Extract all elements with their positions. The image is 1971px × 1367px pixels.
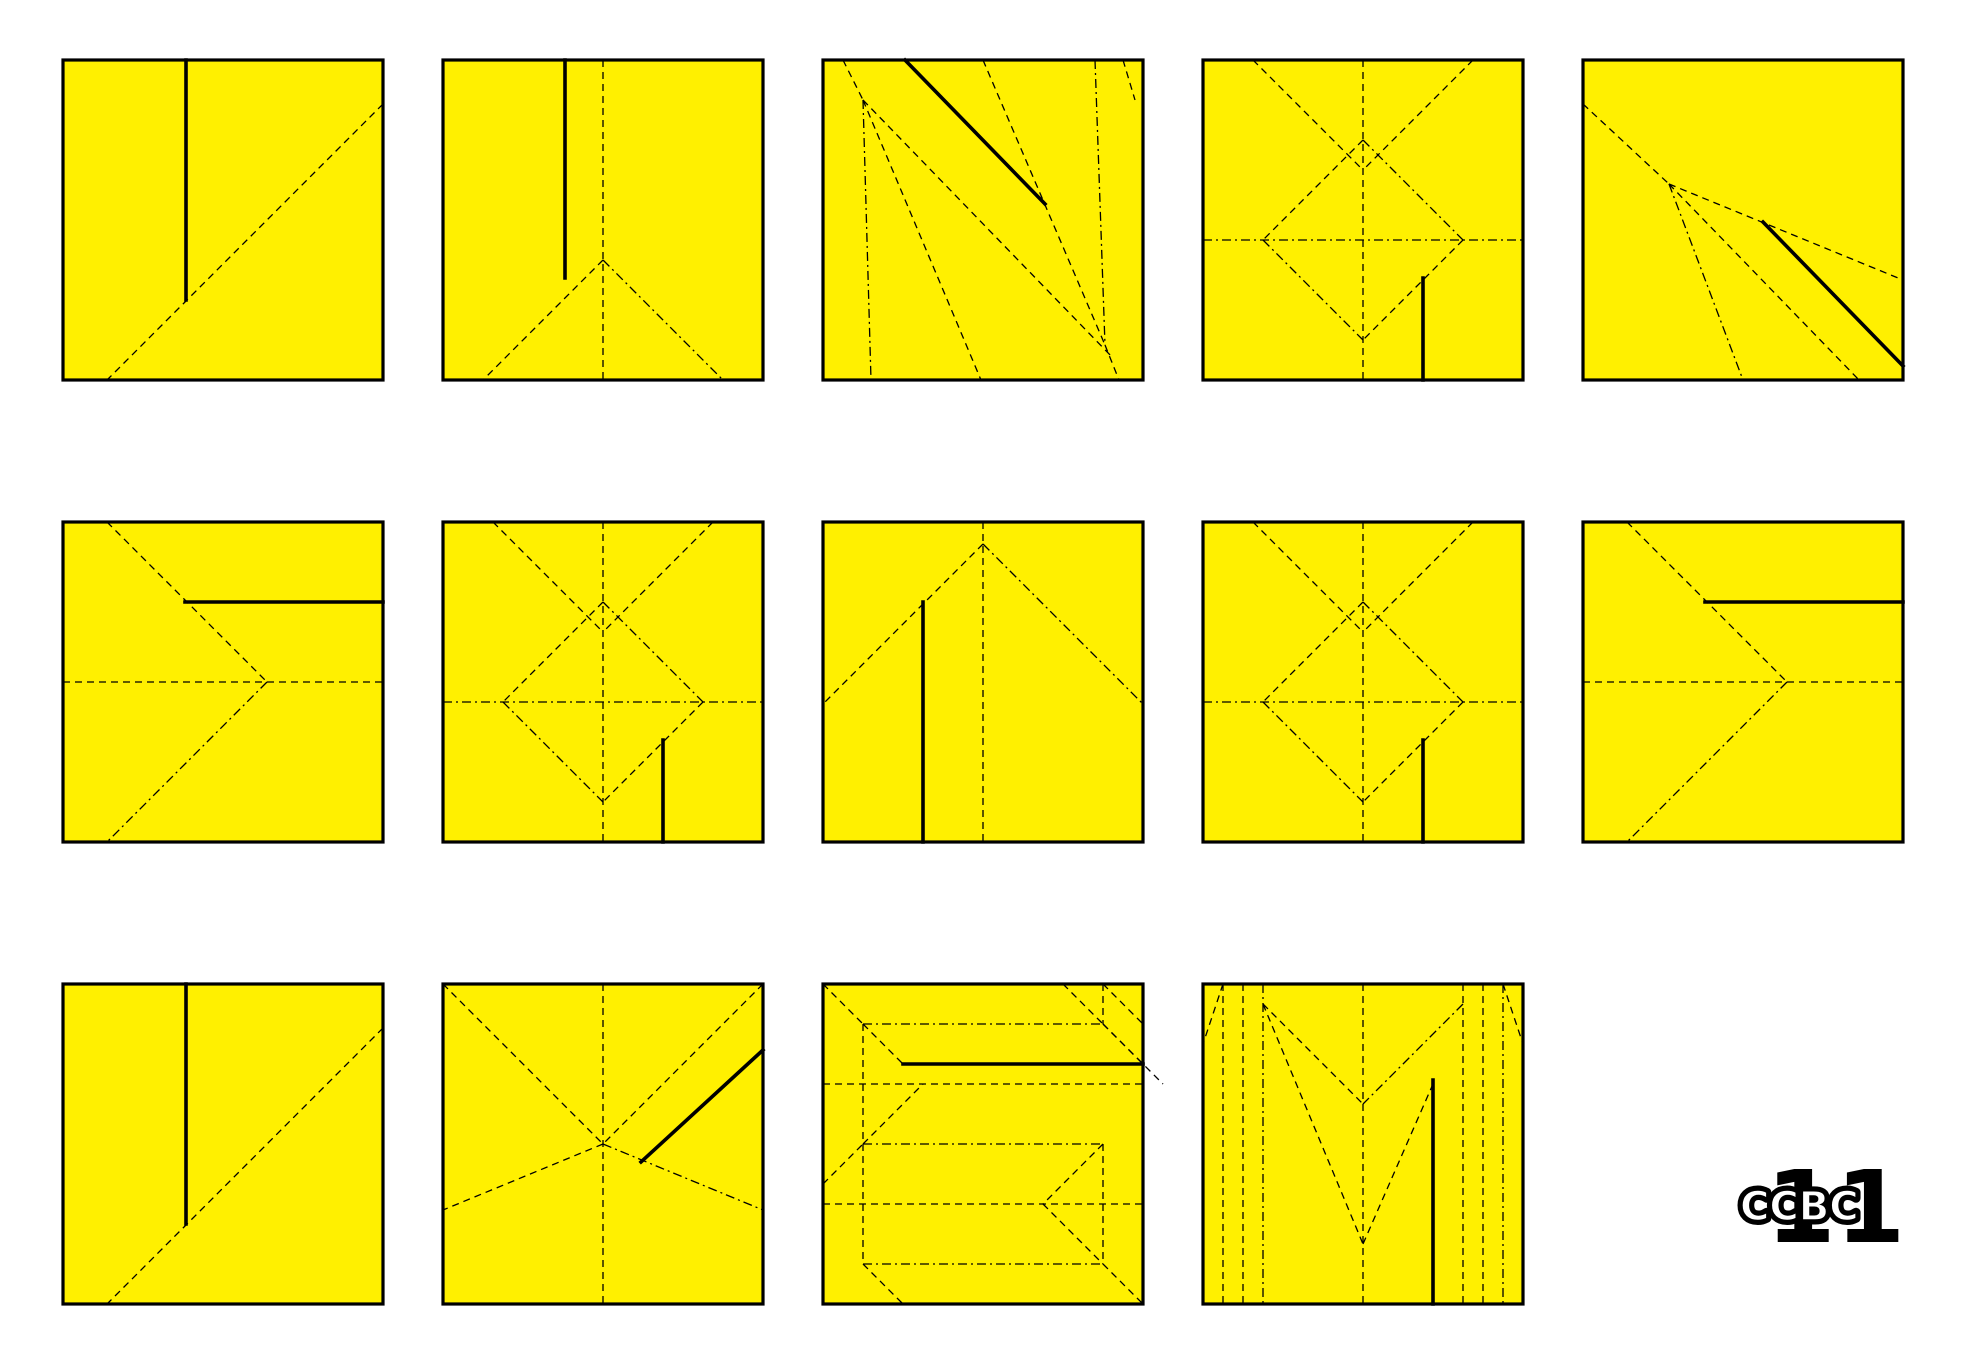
crease-square-14 <box>1201 982 1525 1306</box>
crease-square-5 <box>1581 58 1906 382</box>
crease-square-6 <box>61 520 385 844</box>
ccbc-logo: 11 CCBC CCBC <box>1736 1149 1906 1266</box>
crease-square-7 <box>441 520 765 844</box>
crease-square-2 <box>441 58 765 382</box>
crease-square-10 <box>1581 520 1905 844</box>
crease-square-12 <box>441 982 766 1306</box>
crease-square-8 <box>821 520 1145 844</box>
crease-square-4 <box>1201 58 1525 382</box>
logo-number-11: 11 <box>1766 1149 1905 1266</box>
crease-square-11 <box>61 982 385 1306</box>
crease-square-9 <box>1201 520 1525 844</box>
svg-text:CCBC: CCBC <box>1740 1184 1859 1230</box>
svg-text:11: 11 <box>1766 1149 1905 1266</box>
crease-square-1 <box>61 58 385 382</box>
crease-square-3 <box>821 57 1145 382</box>
logo-ccbc-lettering: CCBC CCBC <box>1736 1180 1864 1235</box>
svg-text:CCBC: CCBC <box>1740 1184 1859 1230</box>
crease-square-13 <box>821 982 1164 1306</box>
